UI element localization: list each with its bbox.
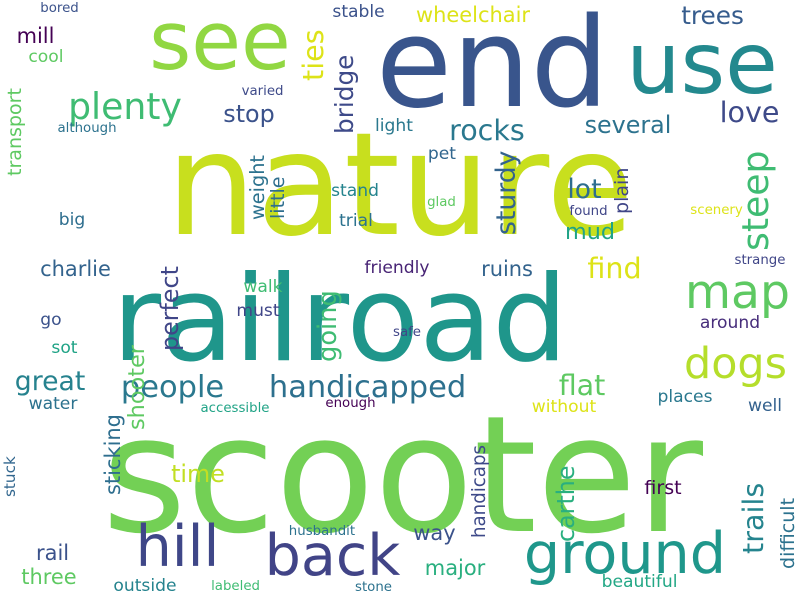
word-beautiful: beautiful <box>601 572 678 593</box>
word-trails: trails <box>735 482 770 555</box>
word-bored: bored <box>40 1 79 17</box>
word-scooter: scooter <box>102 382 704 570</box>
word-without: without <box>531 397 597 418</box>
word-stone: stone <box>355 580 392 596</box>
word-scenery: scenery <box>690 203 743 219</box>
word-friendly: friendly <box>364 258 430 279</box>
word-see: see <box>149 0 291 89</box>
word-plain: plain <box>610 167 633 214</box>
word-map: map <box>685 264 790 320</box>
word-transport: transport <box>3 87 26 176</box>
word-lot: lot <box>567 173 602 205</box>
word-nature: nature <box>165 100 635 268</box>
word-go: go <box>40 310 62 331</box>
word-flat: flat <box>558 367 606 402</box>
word-weight: weight <box>245 155 269 220</box>
word-handicaps: handicaps <box>468 445 490 538</box>
word-accessible: accessible <box>200 401 270 417</box>
word-use: use <box>626 14 778 115</box>
word-difficult: difficult <box>776 497 799 569</box>
word-way: way <box>413 520 456 545</box>
word-although: although <box>57 121 117 137</box>
word-water: water <box>28 394 78 415</box>
word-carthe: carthe <box>551 465 580 542</box>
word-must: must <box>236 301 280 322</box>
word-bridge: bridge <box>329 54 359 134</box>
word-strange: strange <box>734 253 786 269</box>
word-stable: stable <box>332 2 385 23</box>
word-mud: mud <box>565 218 615 245</box>
word-found: found <box>569 204 608 220</box>
word-varied: varied <box>241 84 284 100</box>
word-railroad: railroad <box>112 250 568 389</box>
word-light: light <box>375 116 413 137</box>
word-rail: rail <box>36 540 70 565</box>
word-cool: cool <box>28 47 64 68</box>
word-three: three <box>21 564 77 589</box>
word-shooter: shooter <box>123 345 150 430</box>
word-stand: stand <box>331 181 379 202</box>
word-pet: pet <box>427 144 457 165</box>
word-going: going <box>312 290 343 362</box>
word-places: places <box>657 387 713 408</box>
word-ground: ground <box>523 521 727 588</box>
word-sot: sot <box>51 338 78 359</box>
word-plenty: plenty <box>68 84 182 128</box>
word-enough: enough <box>325 396 376 412</box>
word-trees: trees <box>681 0 744 30</box>
word-mill: mill <box>16 23 55 48</box>
word-stuck: stuck <box>1 456 20 498</box>
word-first: first <box>644 476 682 499</box>
word-dogs: dogs <box>684 339 787 390</box>
word-sturdy: sturdy <box>490 150 522 235</box>
word-husbandit: husbandit <box>288 524 356 540</box>
word-steep: steep <box>733 150 777 252</box>
word-handicapped: handicapped <box>268 369 467 405</box>
word-sticking: sticking <box>100 414 125 495</box>
word-charlie: charlie <box>40 256 111 281</box>
word-several: several <box>584 110 672 139</box>
word-outside: outside <box>113 576 177 597</box>
word-major: major <box>424 555 486 580</box>
word-find: find <box>587 250 642 285</box>
word-ties: ties <box>295 29 330 82</box>
word-people: people <box>120 369 225 405</box>
word-little: little <box>266 176 289 220</box>
word-love: love <box>719 94 780 129</box>
word-glad: glad <box>427 195 456 211</box>
word-ruins: ruins <box>481 256 533 281</box>
word-perfect: perfect <box>155 265 184 351</box>
word-around: around <box>699 313 761 334</box>
word-safe: safe <box>393 325 422 341</box>
word-stop: stop <box>223 99 275 128</box>
word-wheelchair: wheelchair <box>416 2 531 27</box>
word-end: end <box>375 0 610 137</box>
word-rocks: rocks <box>449 112 525 147</box>
word-well: well <box>748 396 783 417</box>
word-big: big <box>58 210 86 231</box>
word-trial: trial <box>339 211 373 232</box>
word-hill: hill <box>135 514 220 581</box>
word-labeled: labeled <box>211 579 260 595</box>
word-back: back <box>264 523 401 590</box>
word-great: great <box>14 365 86 397</box>
word-time: time <box>171 459 225 488</box>
word-walk: walk <box>243 277 283 298</box>
